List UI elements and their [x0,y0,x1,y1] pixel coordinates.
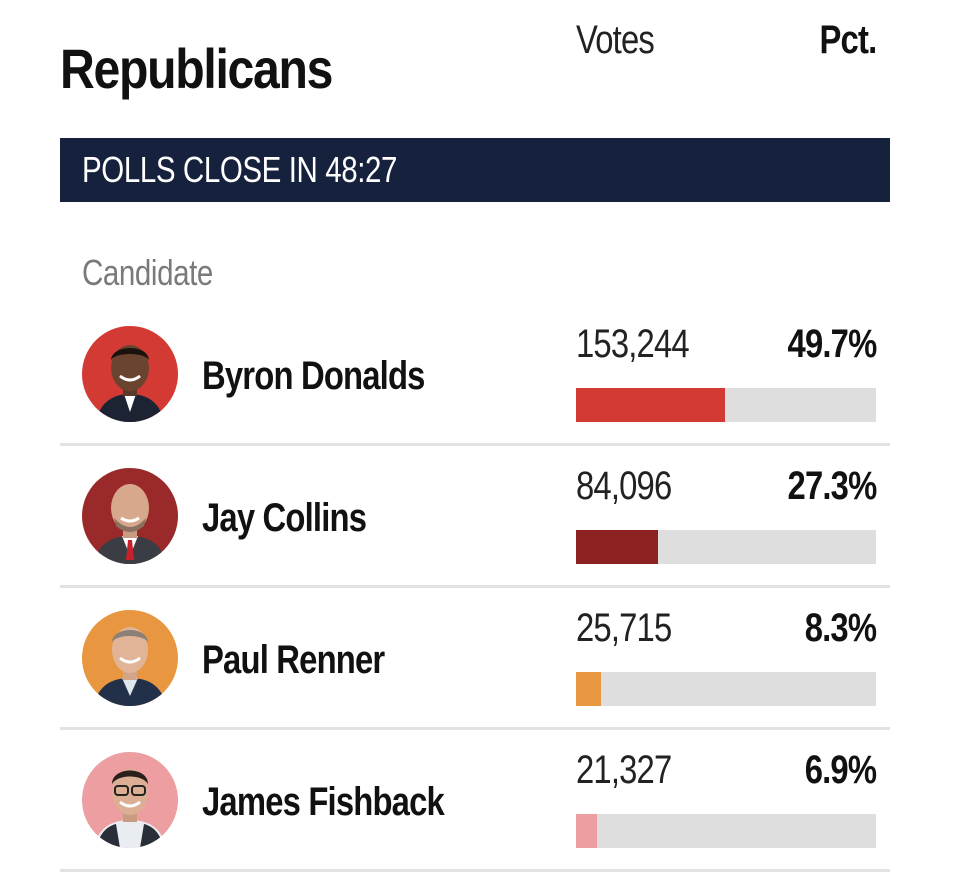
candidate-pct: 49.7% [787,322,877,366]
candidate-avatar [82,752,178,848]
candidate-votes: 21,327 [576,748,672,792]
candidate-votes: 84,096 [576,464,672,508]
candidate-row[interactable]: James Fishback 21,327 6.9% [60,730,890,872]
candidate-name: Paul Renner [202,638,385,682]
candidate-photo-icon [82,752,178,848]
column-header-votes: Votes [576,18,655,62]
candidate-avatar [82,468,178,564]
candidate-votes: 25,715 [576,606,672,650]
candidate-pct: 8.3% [804,606,877,650]
candidate-name: James Fishback [202,780,445,824]
candidate-photo-icon [82,610,178,706]
candidate-photo-icon [82,326,178,422]
candidate-name: Jay Collins [202,496,367,540]
column-header-candidate: Candidate [82,252,213,293]
candidate-row[interactable]: Jay Collins 84,096 27.3% [60,446,890,588]
candidate-avatar [82,326,178,422]
party-title: Republicans [60,37,333,100]
vote-share-bar [576,814,876,848]
vote-share-fill [576,672,601,706]
candidate-pct: 6.9% [804,748,877,792]
candidate-row[interactable]: Paul Renner 25,715 8.3% [60,588,890,730]
candidate-pct: 27.3% [787,464,877,508]
vote-share-bar [576,672,876,706]
vote-share-bar [576,530,876,564]
vote-share-fill [576,530,658,564]
vote-share-fill [576,814,597,848]
column-header-pct: Pct. [819,18,877,62]
candidate-avatar [82,610,178,706]
candidate-row[interactable]: Byron Donalds 153,244 49.7% [60,304,890,446]
poll-close-banner: POLLS CLOSE IN 48:27 [60,138,890,202]
poll-close-text: POLLS CLOSE IN 48:27 [82,149,398,190]
candidate-photo-icon [82,468,178,564]
candidate-name: Byron Donalds [202,354,425,398]
vote-share-fill [576,388,726,422]
vote-share-bar [576,388,876,422]
candidate-votes: 153,244 [576,322,690,366]
